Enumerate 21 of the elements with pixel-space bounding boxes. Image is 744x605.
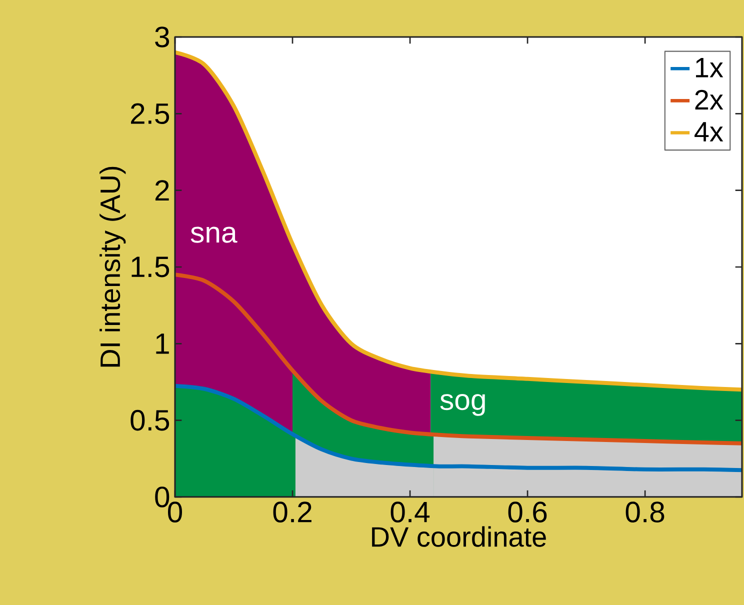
- annotation: sog: [440, 394, 485, 416]
- line-series: [175, 272, 742, 446]
- y-tick-label: 0.5: [130, 410, 170, 431]
- y-tick-label: 1: [156, 334, 169, 354]
- annotation: sna: [190, 226, 238, 243]
- line-series: [175, 50, 742, 392]
- y-tick-label: 3: [155, 26, 170, 48]
- legend-label: 1x: [696, 58, 724, 78]
- y-tick-label: 0: [155, 486, 170, 508]
- y-axis-title: DI intensity (AU): [100, 166, 126, 367]
- y-tick-label: 2.5: [131, 103, 170, 124]
- legend-label: 2x: [695, 90, 724, 110]
- x-axis-title: DV coordinate: [372, 526, 546, 547]
- line-series: [175, 384, 742, 472]
- y-tick-label: 2: [155, 180, 169, 201]
- y-tick-label: 1.5: [132, 256, 170, 278]
- x-tick-label: 0.6: [508, 502, 547, 522]
- legend-label: 4x: [694, 122, 724, 142]
- x-tick-label: 0.8: [626, 502, 664, 522]
- x-tick-label: 0.2: [273, 502, 312, 522]
- x-tick-label: 0.4: [390, 502, 430, 522]
